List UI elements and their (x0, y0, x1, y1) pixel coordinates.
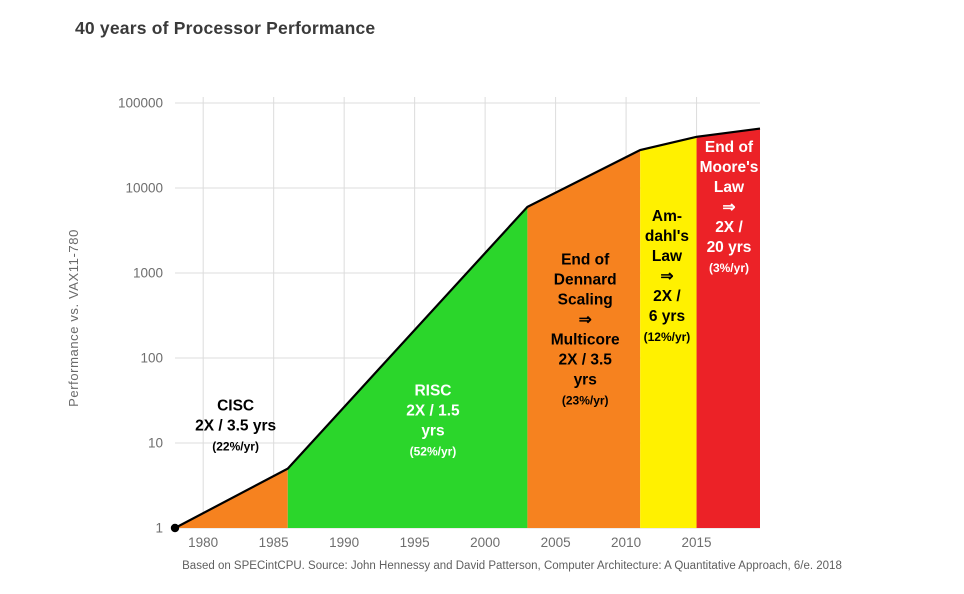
x-tick-label: 2015 (682, 535, 712, 550)
era-region-amdahl (640, 136, 697, 529)
x-tick-label: 1985 (259, 535, 289, 550)
x-tick-label: 2005 (541, 535, 571, 550)
y-tick-label: 10 (148, 436, 163, 451)
x-tick-label: 2000 (470, 535, 500, 550)
x-tick-label: 1990 (329, 535, 359, 550)
era-region-moore (696, 128, 760, 528)
y-tick-label: 1000 (133, 266, 163, 281)
chart-title: 40 years of Processor Performance (75, 18, 376, 38)
y-tick-label: 100000 (118, 96, 163, 111)
era-label-risc: RISC 2X / 1.5 yrs (52%/yr) (406, 383, 460, 459)
era-region-risc (287, 206, 528, 528)
source-caption: Based on SPECintCPU. Source: John Hennes… (182, 560, 842, 572)
era-label-dennard: End of Dennard Scaling ⇒ Multicore 2X / 3.5 yr… (551, 251, 620, 407)
era-label-cisc: CISC 2X / 3.5 yrs (22%/yr) (195, 398, 276, 454)
performance-line (174, 127, 761, 529)
x-tick-label: 1980 (188, 535, 218, 550)
start-point-marker (170, 523, 180, 533)
y-tick-label: 1 (155, 521, 163, 536)
y-tick-label: 10000 (125, 181, 163, 196)
y-tick-label: 100 (140, 351, 163, 366)
y-axis-title: Performance vs. VAX11-780 (66, 229, 81, 407)
era-label-moore: End of Moore's Law ⇒ 2X /20 yrs (3%/yr) (700, 139, 759, 275)
era-label-amdahl: Am-dahl's Law ⇒ 2X /6 yrs (12%/yr) (644, 208, 691, 344)
x-tick-label: 1995 (400, 535, 430, 550)
x-tick-label: 2010 (611, 535, 641, 550)
era-region-dennard (527, 149, 641, 528)
